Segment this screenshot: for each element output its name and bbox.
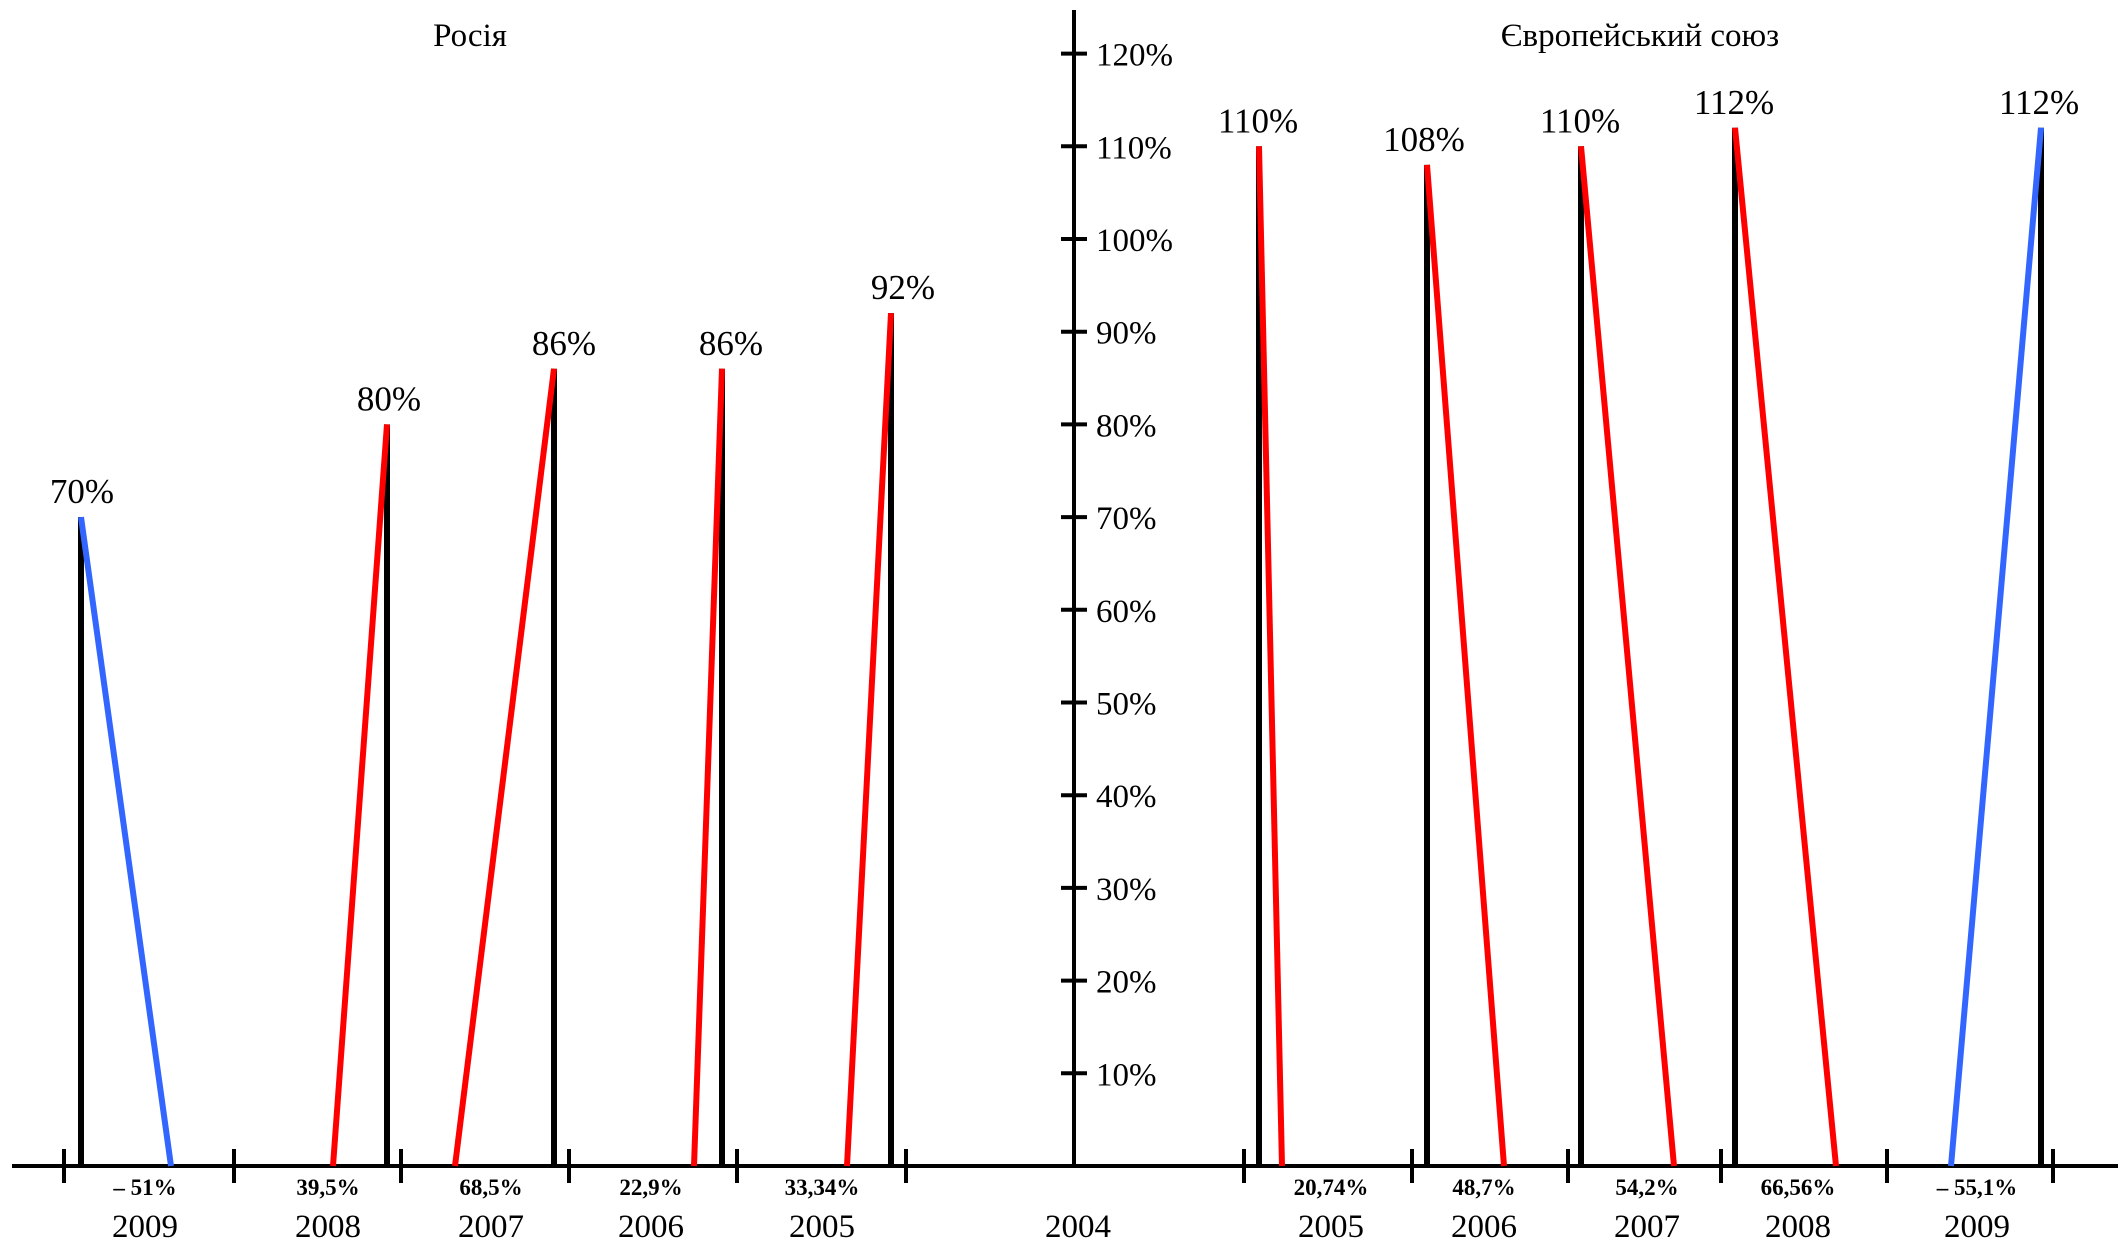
trend-line-decline	[1948, 127, 2044, 1167]
y-tick-label: 60%	[1096, 594, 1157, 630]
center-year-label: 2004	[1045, 1209, 1111, 1245]
change-label: 33,34%	[785, 1175, 860, 1200]
axes-layer	[12, 10, 2118, 1183]
value-label: 108%	[1383, 120, 1465, 159]
value-label: 110%	[1218, 101, 1298, 140]
trend-line-growth	[1256, 146, 1285, 1167]
change-label: 22,9%	[619, 1175, 682, 1200]
trend-line-decline	[78, 516, 174, 1167]
change-label: – 51%	[112, 1175, 176, 1200]
marks-layer	[78, 127, 2044, 1167]
value-label: 112%	[1694, 83, 1774, 122]
labels-layer: 10% 20% 30% 40% 50% 60% 70% 80% 90% 100% 110% 120% 2…	[50, 18, 2079, 1245]
trend-line-growth	[1424, 164, 1507, 1167]
change-label: 54,2%	[1615, 1175, 1678, 1200]
y-tick-label: 120%	[1096, 38, 1173, 74]
trend-line-growth	[452, 368, 557, 1167]
change-label: – 55,1%	[1936, 1175, 2018, 1200]
year-label: 2005	[1298, 1209, 1364, 1245]
y-tick-label: 110%	[1096, 130, 1172, 166]
value-label: 70%	[50, 472, 114, 511]
group-title-right: Європейський союз	[1501, 18, 1779, 54]
year-label: 2009	[1944, 1209, 2010, 1245]
y-tick-label: 100%	[1096, 223, 1173, 259]
trend-line-growth	[844, 313, 894, 1167]
change-label: 66,56%	[1761, 1175, 1836, 1200]
value-label: 80%	[357, 379, 421, 418]
y-tick-label: 10%	[1096, 1057, 1157, 1093]
change-label: 48,7%	[1452, 1175, 1515, 1200]
value-label: 86%	[699, 324, 763, 363]
year-label: 2008	[1765, 1209, 1831, 1245]
trend-line-growth	[1732, 127, 1839, 1167]
trend-line-growth	[1578, 146, 1677, 1167]
year-label: 2008	[295, 1209, 361, 1245]
trend-line-growth	[691, 368, 725, 1167]
year-label: 2007	[458, 1209, 524, 1245]
y-tick-label: 30%	[1096, 872, 1157, 908]
y-tick-label: 50%	[1096, 687, 1157, 723]
year-label: 2006	[1451, 1209, 1517, 1245]
year-label: 2005	[789, 1209, 855, 1245]
change-label: 68,5%	[459, 1175, 522, 1200]
value-label: 110%	[1540, 101, 1620, 140]
value-label: 112%	[1999, 83, 2079, 122]
change-label: 39,5%	[296, 1175, 359, 1200]
y-tick-label: 70%	[1096, 501, 1157, 537]
year-label: 2009	[112, 1209, 178, 1245]
group-title-left: Росія	[433, 18, 507, 54]
value-label: 92%	[871, 268, 935, 307]
change-label: 20,74%	[1294, 1175, 1369, 1200]
y-tick-label: 20%	[1096, 965, 1157, 1001]
value-label: 86%	[532, 324, 596, 363]
trend-line-growth	[330, 424, 390, 1167]
y-tick-label: 90%	[1096, 316, 1157, 352]
year-label: 2006	[618, 1209, 684, 1245]
y-tick-label: 40%	[1096, 779, 1157, 815]
y-tick-label: 80%	[1096, 408, 1157, 444]
year-label: 2007	[1614, 1209, 1680, 1245]
